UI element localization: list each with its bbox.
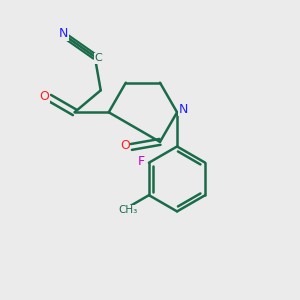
Text: O: O (120, 139, 130, 152)
Text: F: F (138, 155, 145, 168)
Text: N: N (58, 27, 68, 40)
Text: N: N (179, 103, 188, 116)
Text: O: O (39, 90, 49, 103)
Text: C: C (94, 53, 102, 63)
Text: CH₃: CH₃ (118, 205, 138, 215)
